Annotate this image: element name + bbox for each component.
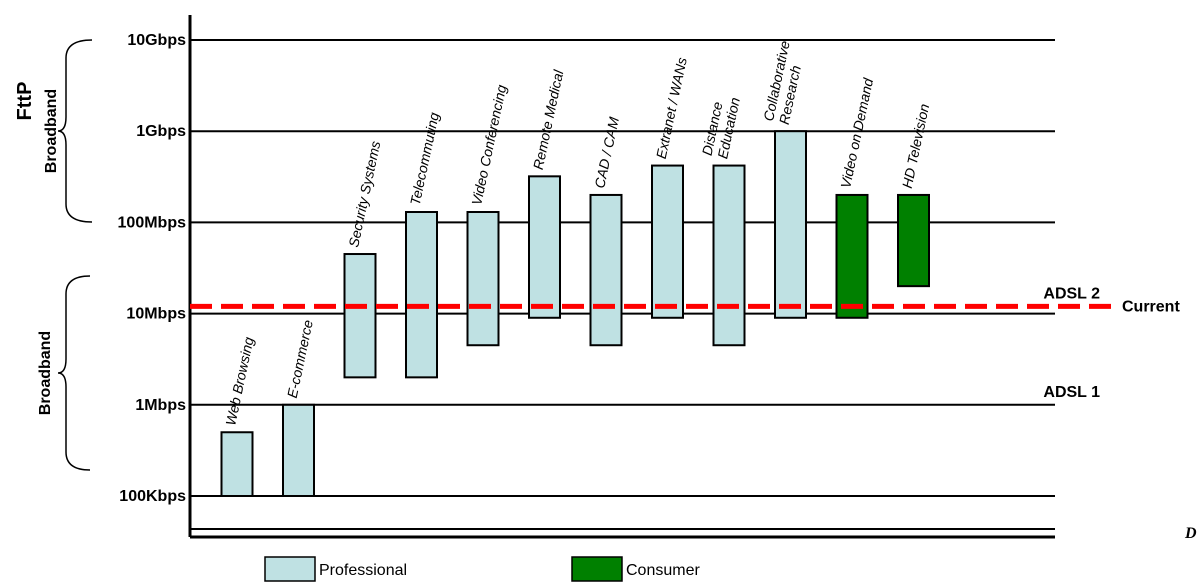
category-label: E-commerce <box>284 318 316 399</box>
bracket-super-label: FttP <box>14 82 36 121</box>
bar <box>405 211 438 379</box>
y-tick-label: 10Mbps <box>126 306 186 323</box>
y-tick-label: 100Kbps <box>119 488 186 505</box>
category-label-group: HD Television <box>899 102 933 190</box>
category-label-group: Web Browsing <box>222 335 256 427</box>
bar <box>220 431 254 497</box>
category-label-group: Remote Medical <box>530 68 567 171</box>
category-label: Web Browsing <box>222 335 256 427</box>
legend-swatch <box>264 556 316 582</box>
category-label: Security Systems <box>345 140 383 249</box>
category-label-group: Video Conferencing <box>468 83 509 207</box>
corner-text: D <box>1184 525 1197 542</box>
reference-layer: ADSL 2 Current ADSL 1 <box>190 285 1180 401</box>
bar <box>343 253 377 379</box>
annotation-label: ADSL 1 <box>1043 384 1100 401</box>
legend-label: Consumer <box>626 562 700 579</box>
label-layer: Web Browsing E-commerce Security Systems Te… <box>222 39 932 427</box>
reference-label: ADSL 2 <box>1043 285 1100 302</box>
reference-side-label: Current <box>1122 298 1180 315</box>
bar <box>589 193 623 347</box>
bracket <box>57 39 93 223</box>
legend: Professional Consumer D <box>264 525 1197 582</box>
bar-layer <box>220 130 930 497</box>
bar <box>528 175 561 319</box>
category-label-group: Security Systems <box>345 140 383 249</box>
bracket-label: Broadband <box>37 331 54 415</box>
bar <box>835 193 869 319</box>
category-label-group: Extranet / WANs <box>653 56 690 160</box>
y-tick-label: 10Gbps <box>127 32 186 49</box>
legend-label: Professional <box>319 562 407 579</box>
category-label: CAD / CAM <box>591 115 622 189</box>
y-tick-label: 1Gbps <box>136 123 186 140</box>
bracket-layer: Broadband Broadband FttP <box>14 39 93 471</box>
bar <box>651 164 684 319</box>
y-tick-label: 1Mbps <box>135 397 186 414</box>
category-label: Telecommuting <box>407 111 442 207</box>
category-label: Remote Medical <box>530 68 567 171</box>
y-tick-label: 100Mbps <box>118 214 187 231</box>
bar <box>712 164 746 347</box>
category-label-group: CAD / CAM <box>591 115 622 189</box>
bracket <box>57 275 91 471</box>
category-label-group: Telecommuting <box>407 111 442 207</box>
legend-swatch <box>571 556 623 582</box>
bar <box>897 193 930 288</box>
category-label: HD Television <box>899 102 933 190</box>
axis-layer: 100Kbps 1Mbps 10Mbps 100Mbps 1Gbps 10Gbps <box>118 15 1055 539</box>
category-label: Extranet / WANs <box>653 56 690 160</box>
category-label-group: E-commerce <box>284 318 316 399</box>
bar <box>466 211 500 347</box>
bar <box>774 130 807 319</box>
category-label: Video Conferencing <box>468 83 509 207</box>
bracket-label: Broadband <box>43 89 60 173</box>
category-label: Video on Demand <box>837 76 876 190</box>
bar <box>282 403 315 497</box>
category-label-group: Video on Demand <box>837 76 876 190</box>
